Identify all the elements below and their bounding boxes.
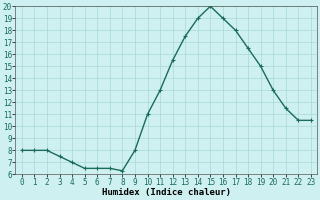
X-axis label: Humidex (Indice chaleur): Humidex (Indice chaleur) — [102, 188, 231, 197]
